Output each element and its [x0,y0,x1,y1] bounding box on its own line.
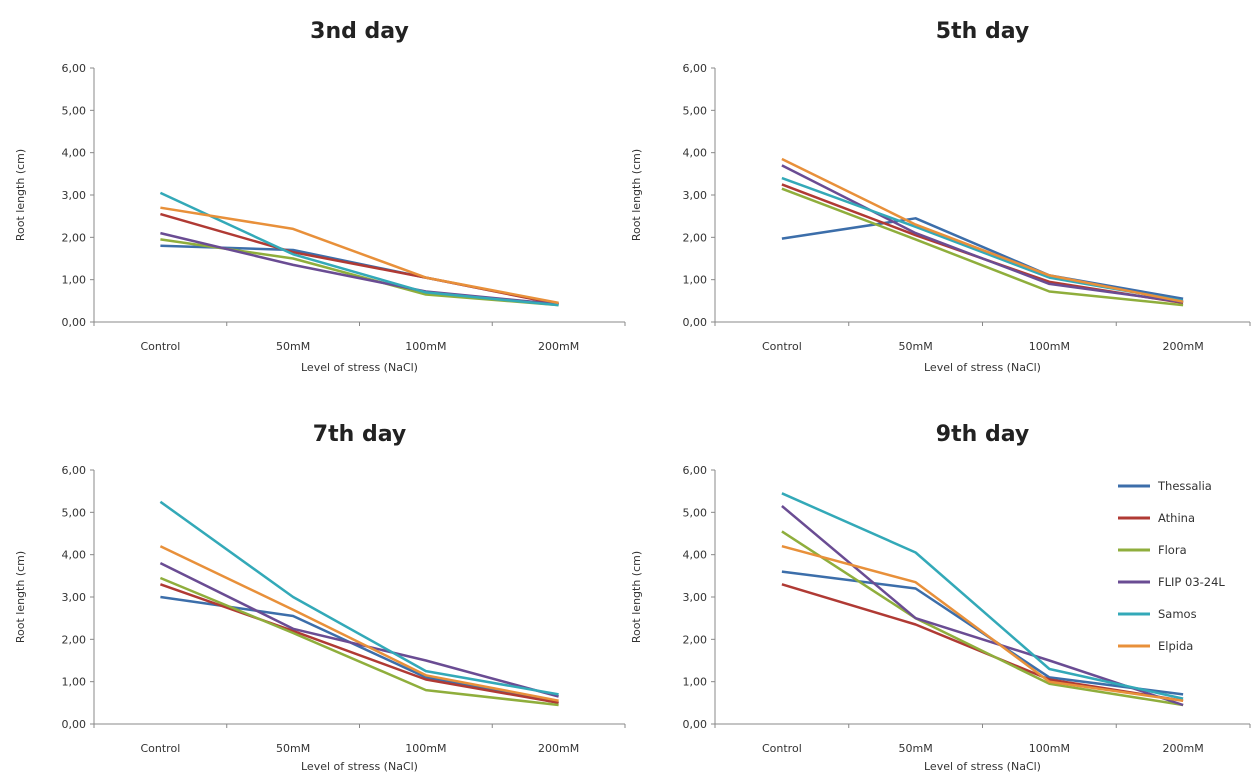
series-line-athina [781,583,1184,702]
chart-title: 9th day [936,422,1029,447]
chart-title: 7th day [313,422,406,447]
chart-panel-3: 7th day 0,00 1,00 2,00 3,00 4,00 5,00 6,00 Contr… [14,422,626,772]
x-tick-label: 50mM [899,340,933,353]
y-axis-label: Root length (cm) [630,551,643,643]
y-axis-label: Root length (cm) [14,149,27,241]
legend-item: FLIP 03-24L [1118,575,1225,589]
legend-item: Flora [1118,543,1187,557]
y-tick-label: 3,00 [62,189,87,202]
series-line-elpida [160,206,559,305]
x-axis-label: Level of stress (NaCl) [924,760,1041,772]
y-tick-label: 4,00 [62,147,87,160]
series-line-thessalia [160,595,559,705]
legend-label: Elpida [1158,639,1193,653]
x-tick-label: Control [762,340,802,353]
y-tick-label: 0,00 [62,718,87,731]
legend-item: Elpida [1118,639,1193,653]
y-tick-label: 2,00 [62,231,87,244]
y-tick-label: 3,00 [62,591,87,604]
y-tick-label: 0,00 [683,316,708,329]
y-axis-label: Root length (cm) [14,551,27,643]
chart-title: 5th day [936,19,1029,44]
y-tick-label: 1,00 [62,676,87,689]
y-tick-label: 3,00 [683,591,708,604]
x-tick-label: 200mM [538,742,579,755]
legend-item: Athina [1118,511,1195,525]
series-line-elpida [159,545,559,702]
x-tick-label: 100mM [1029,340,1070,353]
chart-panel-1: 3nd day 0,00 1,00 2,00 3,00 4,00 5,00 6,00 Contr… [14,19,626,374]
y-tick-label: 4,00 [683,147,708,160]
series-line-flip-03-24l [159,561,559,698]
y-tick-label: 5,00 [62,104,87,117]
series-line-samos [159,500,559,696]
y-tick-label: 4,00 [683,549,708,562]
series-line-flip-03-24l [781,505,1184,707]
series-line-athina [159,583,559,705]
legend-label: Samos [1158,607,1197,621]
x-tick-label: 200mM [1163,340,1204,353]
y-tick-label: 6,00 [62,62,87,75]
series-line-elpida [781,544,1184,702]
legend: Thessalia Athina Flora FLIP 03-24L Samos Elpi… [1118,479,1225,653]
series-line-athina [781,183,1184,305]
chart-panel-2: 5th day 0,00 1,00 2,00 3,00 4,00 5,00 6,00 Contr… [630,19,1251,374]
y-tick-label: 3,00 [683,189,708,202]
chart-title: 3nd day [310,19,409,44]
x-tick-label: 200mM [538,340,579,353]
x-tick-label: Control [762,742,802,755]
legend-item: Samos [1118,607,1197,621]
chart-panel-4: 9th day 0,00 1,00 2,00 3,00 4,00 5,00 6,00 Contr… [630,422,1251,772]
y-tick-label: 5,00 [683,506,708,519]
x-tick-label: 100mM [1029,742,1070,755]
y-tick-label: 2,00 [62,633,87,646]
legend-item: Thessalia [1118,479,1212,493]
series-line-thessalia [781,217,1184,300]
x-axis-label: Level of stress (NaCl) [301,361,418,374]
series-line-flora [781,187,1184,307]
y-axis-label: Root length (cm) [630,149,643,241]
y-tick-label: 6,00 [62,464,87,477]
y-tick-label: 1,00 [62,274,87,287]
x-tick-label: 50mM [276,340,310,353]
series-line-samos [781,492,1184,700]
series-line-flora [159,576,559,707]
legend-label: Thessalia [1157,479,1212,493]
y-tick-label: 1,00 [683,676,708,689]
x-tick-label: 100mM [405,742,446,755]
series-line-flora [781,530,1184,707]
legend-label: Flora [1158,543,1187,557]
legend-label: FLIP 03-24L [1158,575,1225,589]
x-axis-label: Level of stress (NaCl) [924,361,1041,374]
x-tick-label: Control [140,742,180,755]
series-line-samos [159,191,559,307]
y-tick-label: 2,00 [683,231,708,244]
x-tick-label: 50mM [276,742,310,755]
series-line-elpida [781,157,1184,303]
y-tick-label: 4,00 [62,549,87,562]
y-tick-label: 6,00 [683,464,708,477]
y-tick-label: 2,00 [683,633,708,646]
y-tick-label: 5,00 [683,104,708,117]
y-tick-label: 0,00 [683,718,708,731]
x-axis-label: Level of stress (NaCl) [301,760,418,772]
x-tick-label: 100mM [405,340,446,353]
y-tick-label: 1,00 [683,274,708,287]
x-tick-label: 200mM [1163,742,1204,755]
x-tick-label: 50mM [899,742,933,755]
legend-label: Athina [1158,511,1195,525]
x-tick-label: Control [140,340,180,353]
y-tick-label: 0,00 [62,316,87,329]
series-line-flip-03-24l [781,164,1184,304]
y-tick-label: 5,00 [62,506,87,519]
series-line-flip-03-24l [160,231,559,306]
y-tick-label: 6,00 [683,62,708,75]
